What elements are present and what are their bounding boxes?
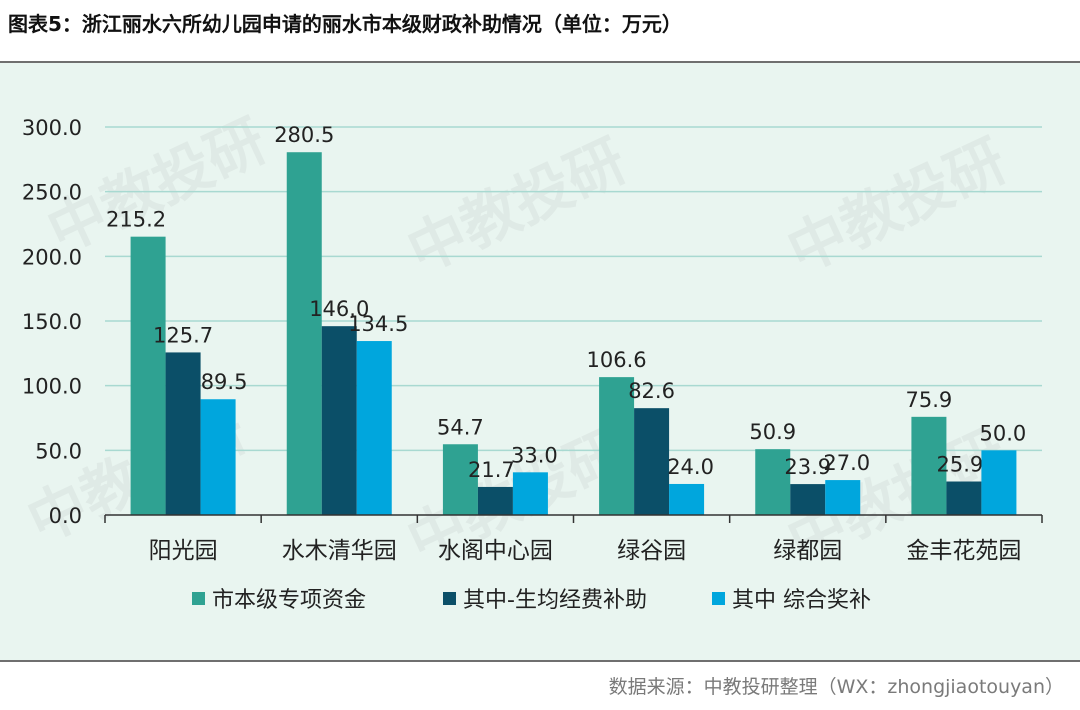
data-label: 54.7 (437, 415, 484, 439)
x-tick-label: 水木清华园 (282, 538, 397, 564)
data-label: 215.2 (106, 208, 166, 232)
x-tick-label: 阳光园 (149, 538, 218, 564)
data-label: 50.0 (980, 421, 1027, 445)
bar (755, 449, 791, 515)
x-tick-label: 水阁中心园 (438, 538, 553, 564)
bar (946, 481, 982, 515)
x-tick-label: 金丰花苑园 (906, 538, 1021, 564)
data-label: 280.5 (274, 123, 334, 147)
legend-label: 其中 综合奖补 (732, 588, 871, 613)
bottom-rule (0, 660, 1080, 662)
top-rule (0, 61, 1080, 63)
chart-title: 图表5：浙江丽水六所幼儿园申请的丽水市本级财政补助情况（单位：万元） (8, 12, 682, 36)
y-tick-label: 200.0 (22, 245, 82, 269)
source-note: 数据来源：中教投研整理（WX：zhongjiaotouyan） (608, 676, 1064, 698)
bar (911, 416, 947, 515)
data-label: 50.9 (749, 420, 796, 444)
data-label: 75.9 (906, 388, 953, 412)
y-tick-label: 50.0 (35, 439, 82, 463)
bar (286, 152, 322, 515)
y-tick-label: 150.0 (22, 310, 82, 334)
bar (599, 377, 635, 515)
x-tick-label: 绿都园 (773, 538, 842, 564)
bar (442, 444, 478, 515)
legend-label: 其中-生均经费补助 (463, 588, 647, 613)
bar (321, 326, 357, 515)
bar (477, 486, 513, 515)
x-tick-label: 绿谷园 (617, 538, 686, 564)
data-label: 25.9 (937, 453, 984, 477)
bar (200, 399, 236, 515)
legend-label: 市本级专项资金 (212, 588, 366, 613)
y-tick-label: 0.0 (49, 504, 82, 528)
data-label: 21.7 (468, 458, 515, 482)
bar (669, 483, 705, 515)
data-label: 134.5 (348, 312, 408, 336)
bar (165, 352, 201, 515)
legend-swatch (443, 592, 456, 605)
data-label: 23.9 (784, 455, 831, 479)
bar-chart: 中教投研中教投研中教投研中教投研中教投研中教投研0.050.0100.0150.… (17, 106, 1043, 613)
y-tick-label: 300.0 (22, 116, 82, 140)
data-label: 33.0 (511, 443, 558, 467)
legend-swatch (192, 592, 205, 605)
data-label: 82.6 (628, 379, 675, 403)
bar (634, 408, 670, 515)
data-label: 27.0 (823, 451, 870, 475)
data-label: 146.0 (309, 297, 369, 321)
bar (825, 480, 861, 515)
data-label: 24.0 (667, 455, 714, 479)
bar (130, 236, 166, 515)
bar (981, 450, 1017, 515)
chart-area: 中教投研中教投研中教投研中教投研中教投研中教投研0.050.0100.0150.… (0, 63, 1080, 660)
data-label: 125.7 (153, 323, 213, 347)
bar (790, 484, 826, 515)
data-label: 106.6 (587, 348, 647, 372)
y-tick-label: 100.0 (22, 375, 82, 399)
watermark-text: 中教投研 (777, 126, 1016, 286)
bar (356, 341, 392, 515)
data-label: 89.5 (201, 370, 248, 394)
y-tick-label: 250.0 (22, 181, 82, 205)
bar (512, 472, 548, 515)
watermark-text: 中教投研 (397, 126, 636, 286)
legend-swatch (712, 592, 725, 605)
